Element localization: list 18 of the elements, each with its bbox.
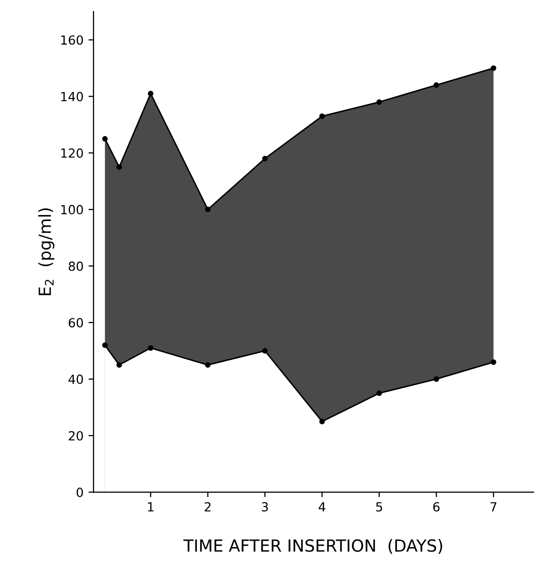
y-tick-label: 140 [61,92,83,102]
x-tick-label: 1 [148,502,154,512]
y-tick-label: 20 [68,431,83,441]
x-tick-label: 7 [490,502,496,512]
y-tick-label: 80 [68,261,83,271]
y-tick-label: 40 [68,374,83,384]
y-tick-label: 160 [61,35,83,45]
y-axis-title: E$_{2}$ (pg/ml) [38,208,54,296]
x-tick-label: 4 [318,502,326,512]
x-axis-title: TIME AFTER INSERTION (DAYS) [183,538,442,554]
x-tick-label: 3 [262,502,268,512]
x-tick-label: 2 [204,502,211,512]
y-tick-label: 0 [76,488,83,498]
x-tick-label: 6 [433,502,440,512]
x-tick-label: 5 [376,502,382,512]
y-tick-label: 100 [61,204,83,214]
y-tick-label: 60 [68,318,83,328]
y-tick-label: 120 [61,148,83,158]
